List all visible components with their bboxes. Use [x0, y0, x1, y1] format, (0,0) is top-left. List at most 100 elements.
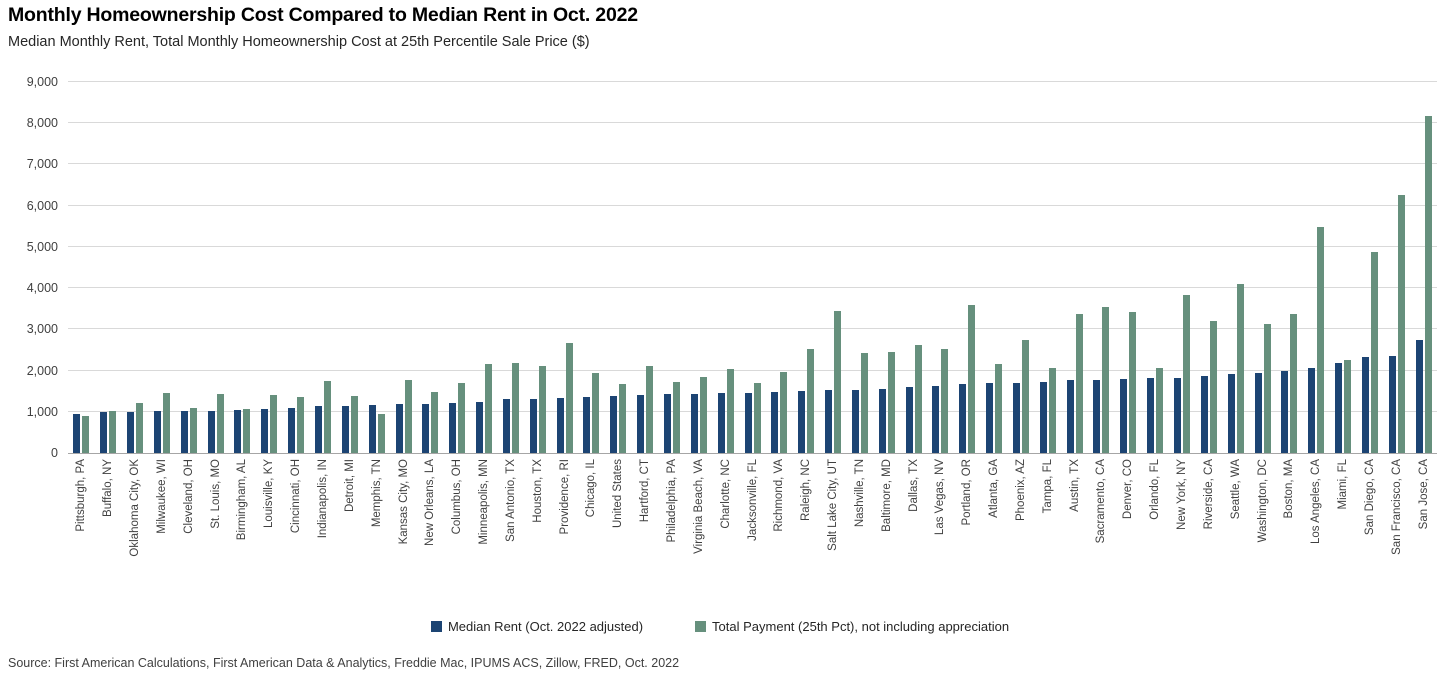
y-tick-label: 4,000 — [26, 281, 58, 296]
bar-median-rent — [851, 390, 859, 453]
bar-group — [1061, 82, 1088, 453]
bar-total-payment — [860, 353, 868, 453]
bar-median-rent — [288, 408, 296, 453]
gridline — [68, 81, 1437, 82]
bar-group — [551, 82, 578, 453]
y-tick-label: 5,000 — [26, 239, 58, 254]
x-tick-label: Las Vegas, NV — [934, 459, 947, 536]
source-note: Source: First American Calculations, Fir… — [8, 656, 680, 670]
bar-group — [739, 82, 766, 453]
bar-total-payment — [726, 369, 734, 453]
x-tick-label: Cleveland, OH — [182, 459, 195, 534]
bar-total-payment — [270, 395, 278, 453]
bar-total-payment — [941, 349, 949, 453]
bar-total-payment — [431, 392, 439, 453]
bar-total-payment — [780, 372, 788, 453]
y-tick-label: 2,000 — [26, 363, 58, 378]
bar-group — [766, 82, 793, 453]
bar-total-payment — [592, 373, 600, 453]
bar-group — [685, 82, 712, 453]
bar-median-rent — [1120, 379, 1128, 453]
x-tick-label: Detroit, MI — [343, 459, 356, 513]
bar-group — [202, 82, 229, 453]
bar-group — [1142, 82, 1169, 453]
bar-group — [363, 82, 390, 453]
x-tick-label: Sacramento, CA — [1095, 459, 1108, 544]
bar-group — [578, 82, 605, 453]
bar-median-rent — [878, 389, 886, 453]
bar-total-payment — [1156, 368, 1164, 453]
bar-total-payment — [1209, 321, 1217, 453]
y-tick-label: 7,000 — [26, 157, 58, 172]
gridline — [68, 369, 1437, 371]
x-tick-label: San Francisco, CA — [1390, 459, 1403, 555]
bar-median-rent — [315, 406, 323, 453]
bar-group — [1169, 82, 1196, 453]
bar-total-payment — [1048, 368, 1056, 453]
x-tick-label: Philadelphia, PA — [665, 459, 678, 543]
bar-total-payment — [672, 382, 680, 453]
bar-median-rent — [1039, 382, 1047, 453]
x-tick-label: Milwaukee, WI — [155, 459, 168, 534]
x-tick-label: Chicago, IL — [585, 459, 598, 518]
bar-total-payment — [1236, 284, 1244, 453]
x-tick-label: Cincinnati, OH — [290, 459, 303, 534]
bar-total-payment — [807, 349, 815, 453]
bar-group — [1115, 82, 1142, 453]
bar-group — [605, 82, 632, 453]
bar-total-payment — [1021, 340, 1029, 453]
legend-item-total-payment: Total Payment (25th Pct), not including … — [695, 619, 1009, 634]
gridline — [68, 122, 1437, 124]
bar-total-payment — [189, 408, 197, 453]
x-tick-label: San Diego, CA — [1363, 459, 1376, 536]
bar-group — [498, 82, 525, 453]
bar-total-payment — [1129, 312, 1137, 453]
bar-median-rent — [905, 387, 913, 453]
bar-group — [712, 82, 739, 453]
bar-total-payment — [753, 383, 761, 453]
bar-group — [927, 82, 954, 453]
bar-group — [229, 82, 256, 453]
bar-median-rent — [1254, 373, 1262, 453]
bar-median-rent — [717, 393, 725, 453]
bar-median-rent — [261, 409, 269, 453]
bar-median-rent — [637, 395, 645, 453]
bar-total-payment — [1102, 307, 1110, 453]
x-tick-label: Salt Lake City, UT — [827, 459, 840, 551]
bar-median-rent — [368, 405, 376, 453]
x-tick-label: Memphis, TN — [370, 459, 383, 528]
bar-total-payment — [511, 363, 519, 453]
bar-group — [175, 82, 202, 453]
bar-total-payment — [1370, 252, 1378, 453]
bar-median-rent — [959, 384, 967, 453]
bar-median-rent — [610, 396, 618, 453]
x-tick-label: Providence, RI — [558, 459, 571, 535]
bar-total-payment — [377, 414, 385, 453]
legend-swatch-total-payment-icon — [695, 621, 707, 632]
bar-median-rent — [476, 402, 484, 453]
x-tick-label: Portland, OR — [961, 459, 974, 526]
bar-median-rent — [771, 392, 779, 453]
bar-median-rent — [1174, 378, 1182, 453]
x-tick-label: United States — [612, 459, 625, 529]
bar-total-payment — [699, 377, 707, 453]
x-tick-label: Richmond, VA — [773, 459, 786, 532]
bar-median-rent — [422, 404, 430, 453]
bar-total-payment — [1344, 360, 1352, 453]
bar-median-rent — [127, 412, 135, 453]
bar-median-rent — [234, 410, 242, 453]
bar-group — [632, 82, 659, 453]
bar-group — [1008, 82, 1035, 453]
bar-group — [122, 82, 149, 453]
bar-total-payment — [485, 364, 493, 453]
plot-area — [68, 81, 1437, 454]
gridline — [68, 163, 1437, 165]
bar-median-rent — [207, 411, 215, 453]
y-tick-label: 3,000 — [26, 322, 58, 337]
bar-group — [873, 82, 900, 453]
bar-total-payment — [1263, 324, 1271, 453]
gridlines-layer — [68, 81, 1437, 453]
bar-median-rent — [1388, 356, 1396, 453]
x-tick-label: Phoenix, AZ — [1014, 459, 1027, 522]
